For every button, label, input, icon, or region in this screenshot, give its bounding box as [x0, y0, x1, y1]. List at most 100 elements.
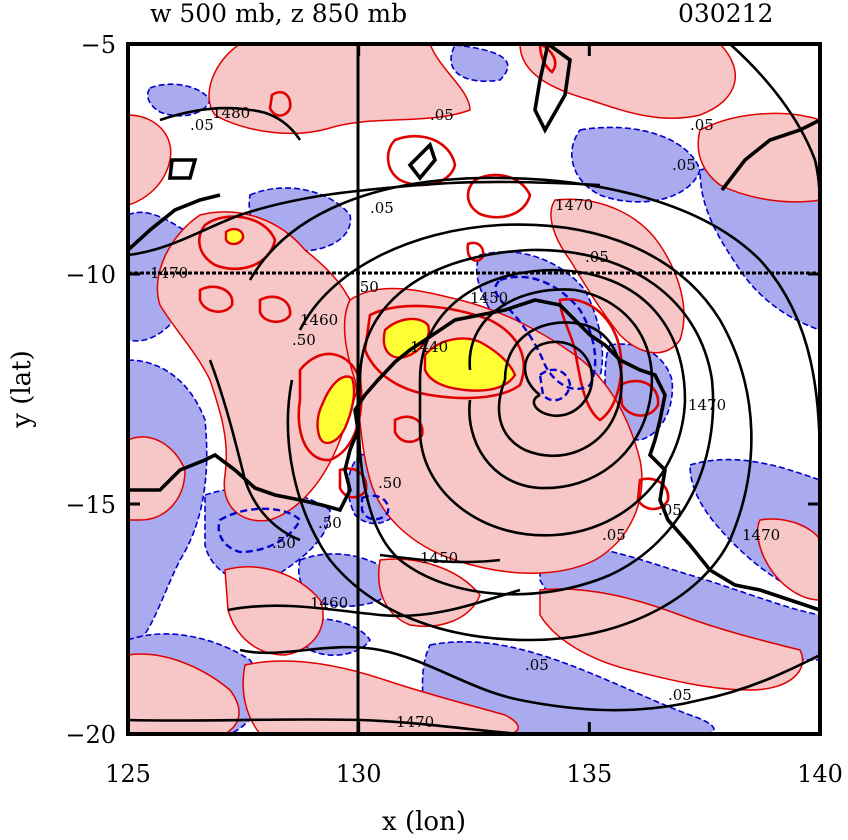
positive-w-region — [756, 518, 820, 601]
height-contour — [497, 321, 623, 458]
x-tick-label: 125 — [105, 760, 151, 788]
strong-updraft-region — [316, 375, 356, 445]
x-tick-label: 140 — [797, 760, 843, 788]
w-contour-label: .05 — [370, 199, 394, 217]
x-tick-label: 135 — [566, 760, 612, 788]
y-axis-label: y (lat) — [7, 350, 37, 429]
positive-w-contour-group — [197, 44, 670, 511]
positive-w-region — [343, 287, 643, 574]
coastline-group — [128, 44, 820, 612]
z-contour-label: 1470 — [555, 196, 593, 214]
positive-w-contour — [538, 44, 557, 74]
negative-w-region — [146, 83, 211, 117]
z-contour-label: 1470 — [742, 526, 780, 544]
negative-w-region — [421, 640, 715, 734]
w-contour-label: .05 — [190, 116, 214, 134]
positive-w-region — [128, 653, 240, 734]
w-contour-label: .05 — [430, 106, 454, 124]
height-contour — [286, 223, 753, 642]
w-contour-label-group: .05 .05 .05 .05 .05 .05 .05 .05 .05 .05 … — [190, 106, 714, 704]
positive-w-fill-group — [128, 44, 820, 734]
plot-frame — [126, 42, 822, 736]
y-tick-label: −20 — [65, 721, 116, 749]
positive-w-region — [224, 566, 324, 656]
positive-w-region — [156, 211, 364, 522]
z-contour-label: 1440 — [410, 338, 448, 356]
positive-w-region — [208, 44, 471, 135]
y-tick-label: −10 — [65, 261, 116, 289]
positive-w-contour — [636, 477, 670, 511]
z-contour-label: 1480 — [212, 104, 250, 122]
z-contour-label: 1470 — [396, 713, 434, 731]
height-contour — [128, 180, 601, 257]
positive-w-contour — [198, 285, 234, 313]
chart-title-left: w 500 mb, z 850 mb — [150, 0, 407, 28]
negative-w-region — [450, 44, 509, 82]
z-contour-label: 1470 — [688, 396, 726, 414]
coastline — [720, 118, 820, 192]
positive-w-region — [128, 114, 172, 206]
positive-w-contour — [197, 215, 277, 271]
height-contour — [468, 288, 654, 490]
coastline — [128, 193, 221, 252]
w-contour-label: .05 — [672, 156, 696, 174]
height-contour-group — [128, 44, 820, 734]
z-contour-label: 1460 — [310, 594, 348, 612]
w-contour-label: .05 — [525, 656, 549, 674]
positive-w-contour — [393, 415, 424, 444]
positive-w-contour — [363, 304, 525, 400]
w-contour-label: .05 — [690, 116, 714, 134]
coastline — [533, 44, 572, 134]
y-tick-label: −15 — [65, 491, 116, 519]
w-contour-label: .50 — [292, 331, 316, 349]
w-contour-label: .50 — [318, 514, 342, 532]
w-contour-label: .05 — [602, 526, 626, 544]
positive-w-region — [128, 436, 186, 521]
w-contour-label: .05 — [585, 248, 609, 266]
height-contour — [159, 106, 302, 141]
positive-w-contour — [618, 379, 660, 417]
w-contour-label: .50 — [272, 534, 296, 552]
y-axis: −5 −10 −15 −20 — [65, 31, 820, 749]
height-contour — [128, 718, 521, 734]
plot-area: .05 .05 .05 .05 .05 .05 .05 .05 .05 .05 … — [128, 44, 820, 734]
positive-w-contour — [558, 298, 623, 422]
chart-title-right: 030212 — [678, 0, 773, 28]
w-contour-label: .50 — [378, 474, 402, 492]
height-contour — [357, 248, 715, 596]
w-contour-label: .05 — [658, 501, 682, 519]
y-tick-label: −5 — [81, 31, 116, 59]
positive-w-region — [539, 588, 804, 691]
negative-w-region — [571, 126, 701, 203]
z-contour-label: 1450 — [470, 289, 508, 307]
height-contour — [227, 588, 521, 618]
positive-w-contour — [258, 295, 292, 324]
height-contour — [418, 268, 687, 537]
z-contour-label: 1470 — [150, 264, 188, 282]
x-axis-label: x (lon) — [382, 807, 466, 837]
height-contour — [379, 553, 501, 564]
z-contour-label: 1460 — [300, 311, 338, 329]
negative-w-contour — [217, 507, 302, 554]
negative-w-contour — [360, 494, 390, 521]
coastline — [128, 298, 820, 612]
coastline — [167, 158, 198, 180]
positive-w-contour — [297, 352, 363, 462]
strong-updraft-region — [382, 317, 430, 359]
w-contour-label: .05 — [668, 686, 692, 704]
strong-updraft-region — [224, 227, 245, 246]
positive-w-contour — [466, 241, 485, 262]
height-contour — [239, 645, 820, 712]
positive-w-contour — [466, 173, 532, 219]
negative-w-contour — [538, 368, 572, 402]
coastline — [407, 141, 438, 181]
z-contour-label: 1450 — [420, 549, 458, 567]
x-axis: 125 130 135 140 — [105, 44, 843, 788]
height-contour — [248, 176, 820, 471]
positive-w-contour — [268, 90, 292, 117]
positive-w-region — [242, 660, 519, 734]
positive-w-region — [550, 198, 685, 354]
x-tick-label: 130 — [336, 760, 382, 788]
height-contour — [523, 340, 594, 418]
